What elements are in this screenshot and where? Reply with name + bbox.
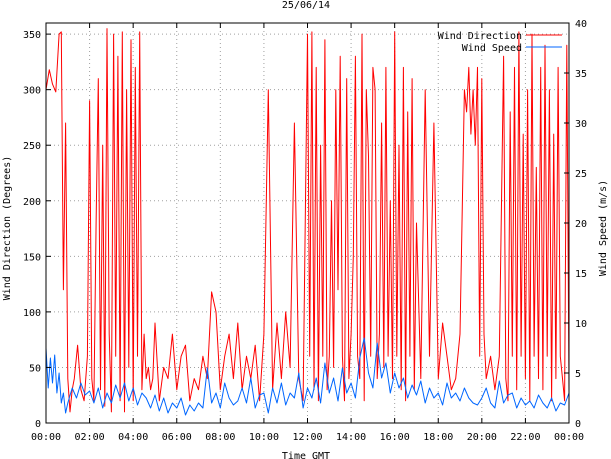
y-tick-label-right: 20 bbox=[575, 219, 587, 230]
x-tick-label: 10:00 bbox=[249, 432, 279, 443]
y-tick-label-left: 300 bbox=[23, 86, 41, 97]
y-tick-label-right: 10 bbox=[575, 319, 587, 330]
y-tick-label-right: 25 bbox=[575, 169, 587, 180]
y-tick-label-left: 250 bbox=[23, 141, 41, 152]
x-tick-label: 20:00 bbox=[467, 432, 497, 443]
y-tick-label-right: 30 bbox=[575, 119, 587, 130]
y-tick-label-left: 50 bbox=[29, 363, 41, 374]
x-tick-label: 06:00 bbox=[162, 432, 192, 443]
x-axis-label: Time GMT bbox=[282, 451, 330, 459]
y-tick-label-right: 40 bbox=[575, 19, 587, 30]
x-tick-label: 04:00 bbox=[118, 432, 148, 443]
chart-title: 25/06/14 bbox=[282, 0, 330, 11]
grid bbox=[46, 23, 569, 423]
x-tick-label: 18:00 bbox=[423, 432, 453, 443]
x-tick-label: 16:00 bbox=[380, 432, 410, 443]
x-tick-label: 00:00 bbox=[31, 432, 61, 443]
x-tick-label: 08:00 bbox=[205, 432, 235, 443]
tick-group: 00:00 02:00 04:00 06:00 08:00 10:00 12:00 14:00… bbox=[23, 19, 587, 443]
y-axis-label-left: Wind Direction (Degrees) bbox=[2, 156, 13, 301]
x-tick-label: 22:00 bbox=[510, 432, 540, 443]
series-line-wind-direction bbox=[45, 28, 570, 413]
x-tick-label: 00:00 bbox=[554, 432, 584, 443]
y-tick-label-left: 0 bbox=[35, 419, 41, 430]
x-tick-label: 14:00 bbox=[336, 432, 366, 443]
y-tick-label-left: 350 bbox=[23, 30, 41, 41]
x-tick-label: 12:00 bbox=[292, 432, 322, 443]
y-axis-label-right: Wind Speed (m/s) bbox=[598, 180, 609, 276]
y-tick-label-left: 100 bbox=[23, 308, 41, 319]
y-tick-label-right: 5 bbox=[575, 369, 581, 380]
series-line-wind-speed bbox=[45, 337, 570, 416]
legend-label: Wind Direction bbox=[438, 31, 522, 42]
series-group bbox=[45, 28, 570, 416]
x-tick-label: 02:00 bbox=[75, 432, 105, 443]
y-tick-label-left: 200 bbox=[23, 197, 41, 208]
y-tick-label-right: 35 bbox=[575, 69, 587, 80]
y-tick-label-right: 0 bbox=[575, 419, 581, 430]
legend-label: Wind Speed bbox=[462, 43, 522, 54]
y-tick-label-left: 150 bbox=[23, 252, 41, 263]
y-tick-label-right: 15 bbox=[575, 269, 587, 280]
